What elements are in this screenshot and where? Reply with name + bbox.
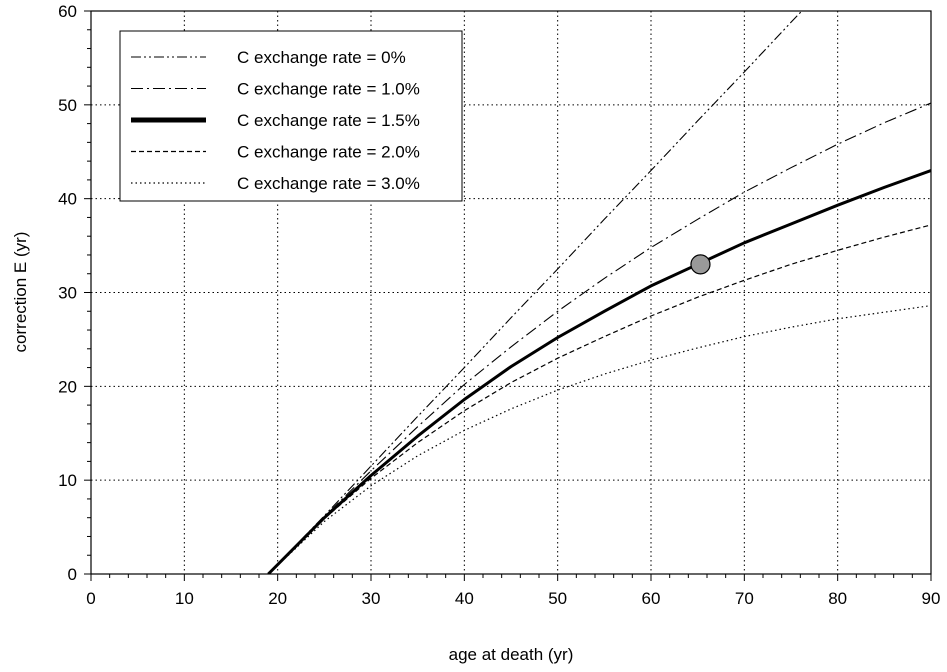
series-line-c-exchange-rate-2-0 (267, 224, 931, 574)
x-tick-label: 90 (922, 589, 941, 608)
y-tick-label: 0 (68, 565, 77, 584)
legend-box (119, 30, 463, 202)
legend: C exchange rate = 0% C exchange rate = 1.… (119, 30, 463, 202)
x-tick-label: 30 (362, 589, 381, 608)
series-line-c-exchange-rate-0 (267, 11, 803, 574)
x-tick-label: 50 (548, 589, 567, 608)
series-line-c-exchange-rate-1-5 (267, 169, 931, 574)
y-tick-label: 60 (58, 2, 77, 21)
series-line-c-exchange-rate-1-0 (267, 102, 931, 574)
x-tick-label: 70 (735, 589, 754, 608)
legend-label: C exchange rate = 1.0% (237, 80, 420, 99)
series-layer (267, 11, 931, 574)
x-tick-label: 40 (455, 589, 474, 608)
legend-label: C exchange rate = 3.0% (237, 174, 420, 193)
x-axis-title: age at death (yr) (449, 645, 574, 664)
x-tick-label: 80 (828, 589, 847, 608)
x-tick-label: 0 (86, 589, 95, 608)
y-tick-label: 40 (58, 190, 77, 209)
y-axis-title: correction E (yr) (11, 232, 30, 353)
series-line-c-exchange-rate-3-0 (267, 305, 931, 574)
legend-label: C exchange rate = 1.5% (237, 111, 420, 130)
axis-ticks: 0 10 20 30 40 50 60 70 80 90 0 10 20 30 40 50 60 (58, 2, 940, 608)
highlight-marker (690, 254, 711, 275)
x-tick-label: 60 (642, 589, 661, 608)
legend-label: C exchange rate = 2.0% (237, 143, 420, 162)
x-tick-label: 10 (175, 589, 194, 608)
marker-layer (690, 254, 711, 275)
y-tick-label: 30 (58, 284, 77, 303)
y-tick-label: 20 (58, 377, 77, 396)
y-tick-label: 50 (58, 96, 77, 115)
legend-label: C exchange rate = 0% (237, 48, 406, 67)
x-tick-label: 20 (268, 589, 287, 608)
y-tick-label: 10 (58, 471, 77, 490)
